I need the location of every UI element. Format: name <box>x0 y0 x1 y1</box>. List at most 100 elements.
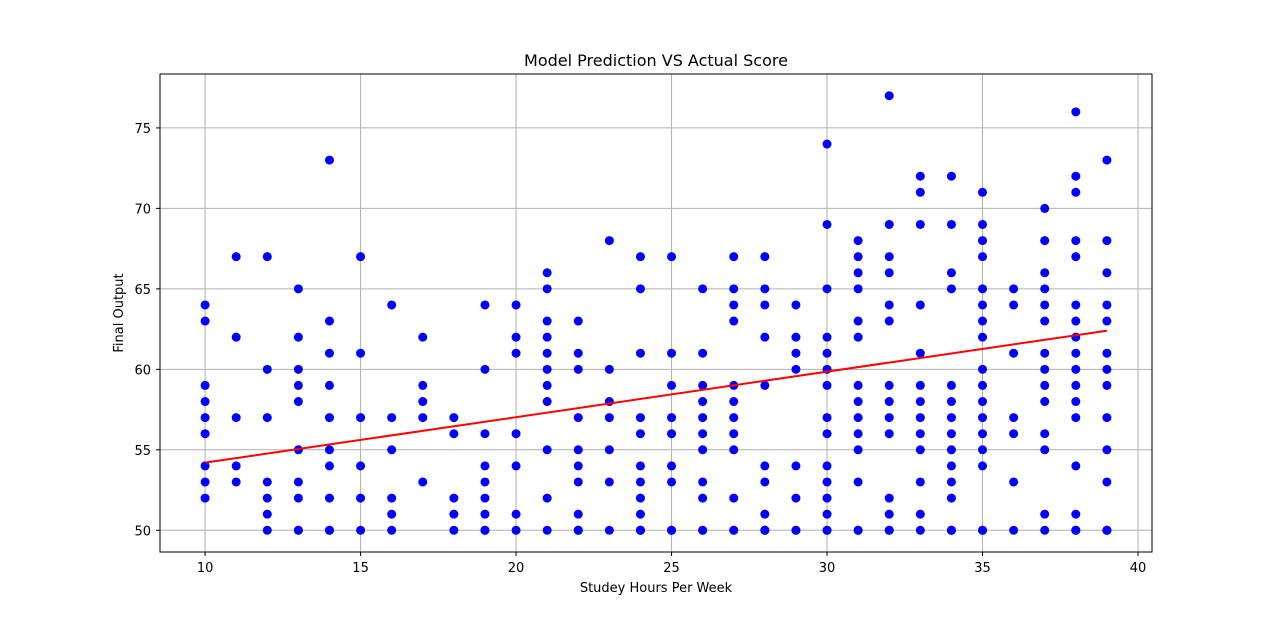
data-point <box>915 397 925 407</box>
y-tick-label: 60 <box>134 363 151 378</box>
data-point <box>356 413 366 423</box>
data-point <box>1102 380 1112 390</box>
data-point <box>324 493 334 503</box>
data-point <box>884 252 894 262</box>
data-point <box>853 316 863 326</box>
y-axis-label: Final Output <box>112 273 127 352</box>
data-point <box>760 300 770 310</box>
data-point <box>200 493 210 503</box>
data-point <box>729 316 739 326</box>
data-point <box>822 380 832 390</box>
x-tick-label: 30 <box>819 561 836 576</box>
data-point <box>200 413 210 423</box>
data-point <box>293 397 303 407</box>
data-point <box>760 509 770 519</box>
data-point <box>573 413 583 423</box>
data-point <box>635 413 645 423</box>
data-point <box>698 413 708 423</box>
data-point <box>667 252 677 262</box>
data-point <box>698 445 708 455</box>
data-point <box>915 219 925 229</box>
data-point <box>915 477 925 487</box>
data-point <box>356 348 366 358</box>
data-point <box>729 493 739 503</box>
data-point <box>760 380 770 390</box>
data-point <box>324 155 334 165</box>
data-point <box>480 461 490 471</box>
data-point <box>1009 429 1019 439</box>
data-point <box>542 268 552 278</box>
data-point <box>356 461 366 471</box>
data-point <box>1102 236 1112 246</box>
data-point <box>698 380 708 390</box>
data-point <box>1040 268 1050 278</box>
data-point <box>1102 413 1112 423</box>
data-point <box>387 300 397 310</box>
data-point <box>1071 461 1081 471</box>
data-point <box>853 380 863 390</box>
data-point <box>231 332 241 342</box>
data-point <box>449 509 459 519</box>
data-point <box>1071 525 1081 535</box>
data-point <box>542 397 552 407</box>
data-point <box>200 300 210 310</box>
data-point <box>822 219 832 229</box>
data-point <box>1102 477 1112 487</box>
data-point <box>946 477 956 487</box>
data-point <box>542 525 552 535</box>
data-point <box>791 461 801 471</box>
data-point <box>1071 171 1081 181</box>
data-point <box>760 461 770 471</box>
data-point <box>915 429 925 439</box>
data-point <box>884 300 894 310</box>
data-point <box>231 461 241 471</box>
data-point <box>200 429 210 439</box>
data-point <box>1040 445 1050 455</box>
data-point <box>387 445 397 455</box>
data-point <box>667 348 677 358</box>
data-point <box>635 525 645 535</box>
data-point <box>1102 316 1112 326</box>
data-point <box>822 284 832 294</box>
data-point <box>760 332 770 342</box>
data-point <box>573 477 583 487</box>
data-point <box>853 413 863 423</box>
data-point <box>822 139 832 149</box>
data-point <box>884 316 894 326</box>
data-point <box>1071 316 1081 326</box>
data-point <box>387 493 397 503</box>
data-point <box>946 493 956 503</box>
data-point <box>729 413 739 423</box>
data-point <box>791 300 801 310</box>
data-point <box>1009 413 1019 423</box>
data-point <box>1009 477 1019 487</box>
data-point <box>915 348 925 358</box>
data-point <box>418 397 428 407</box>
x-tick-label: 35 <box>974 561 991 576</box>
data-point <box>635 493 645 503</box>
data-point <box>1071 397 1081 407</box>
data-point <box>1102 364 1112 374</box>
data-point <box>1040 284 1050 294</box>
data-point <box>604 445 614 455</box>
data-point <box>573 461 583 471</box>
data-point <box>946 171 956 181</box>
data-point <box>884 413 894 423</box>
data-point <box>293 493 303 503</box>
data-point <box>511 332 521 342</box>
data-point <box>356 525 366 535</box>
data-point <box>542 316 552 326</box>
data-point <box>1040 364 1050 374</box>
data-point <box>698 348 708 358</box>
data-point <box>822 429 832 439</box>
data-point <box>542 348 552 358</box>
data-point <box>946 413 956 423</box>
data-point <box>293 380 303 390</box>
data-point <box>978 316 988 326</box>
data-point <box>449 493 459 503</box>
data-point <box>853 477 863 487</box>
data-point <box>293 477 303 487</box>
data-point <box>760 525 770 535</box>
data-point <box>573 316 583 326</box>
data-point <box>822 525 832 535</box>
